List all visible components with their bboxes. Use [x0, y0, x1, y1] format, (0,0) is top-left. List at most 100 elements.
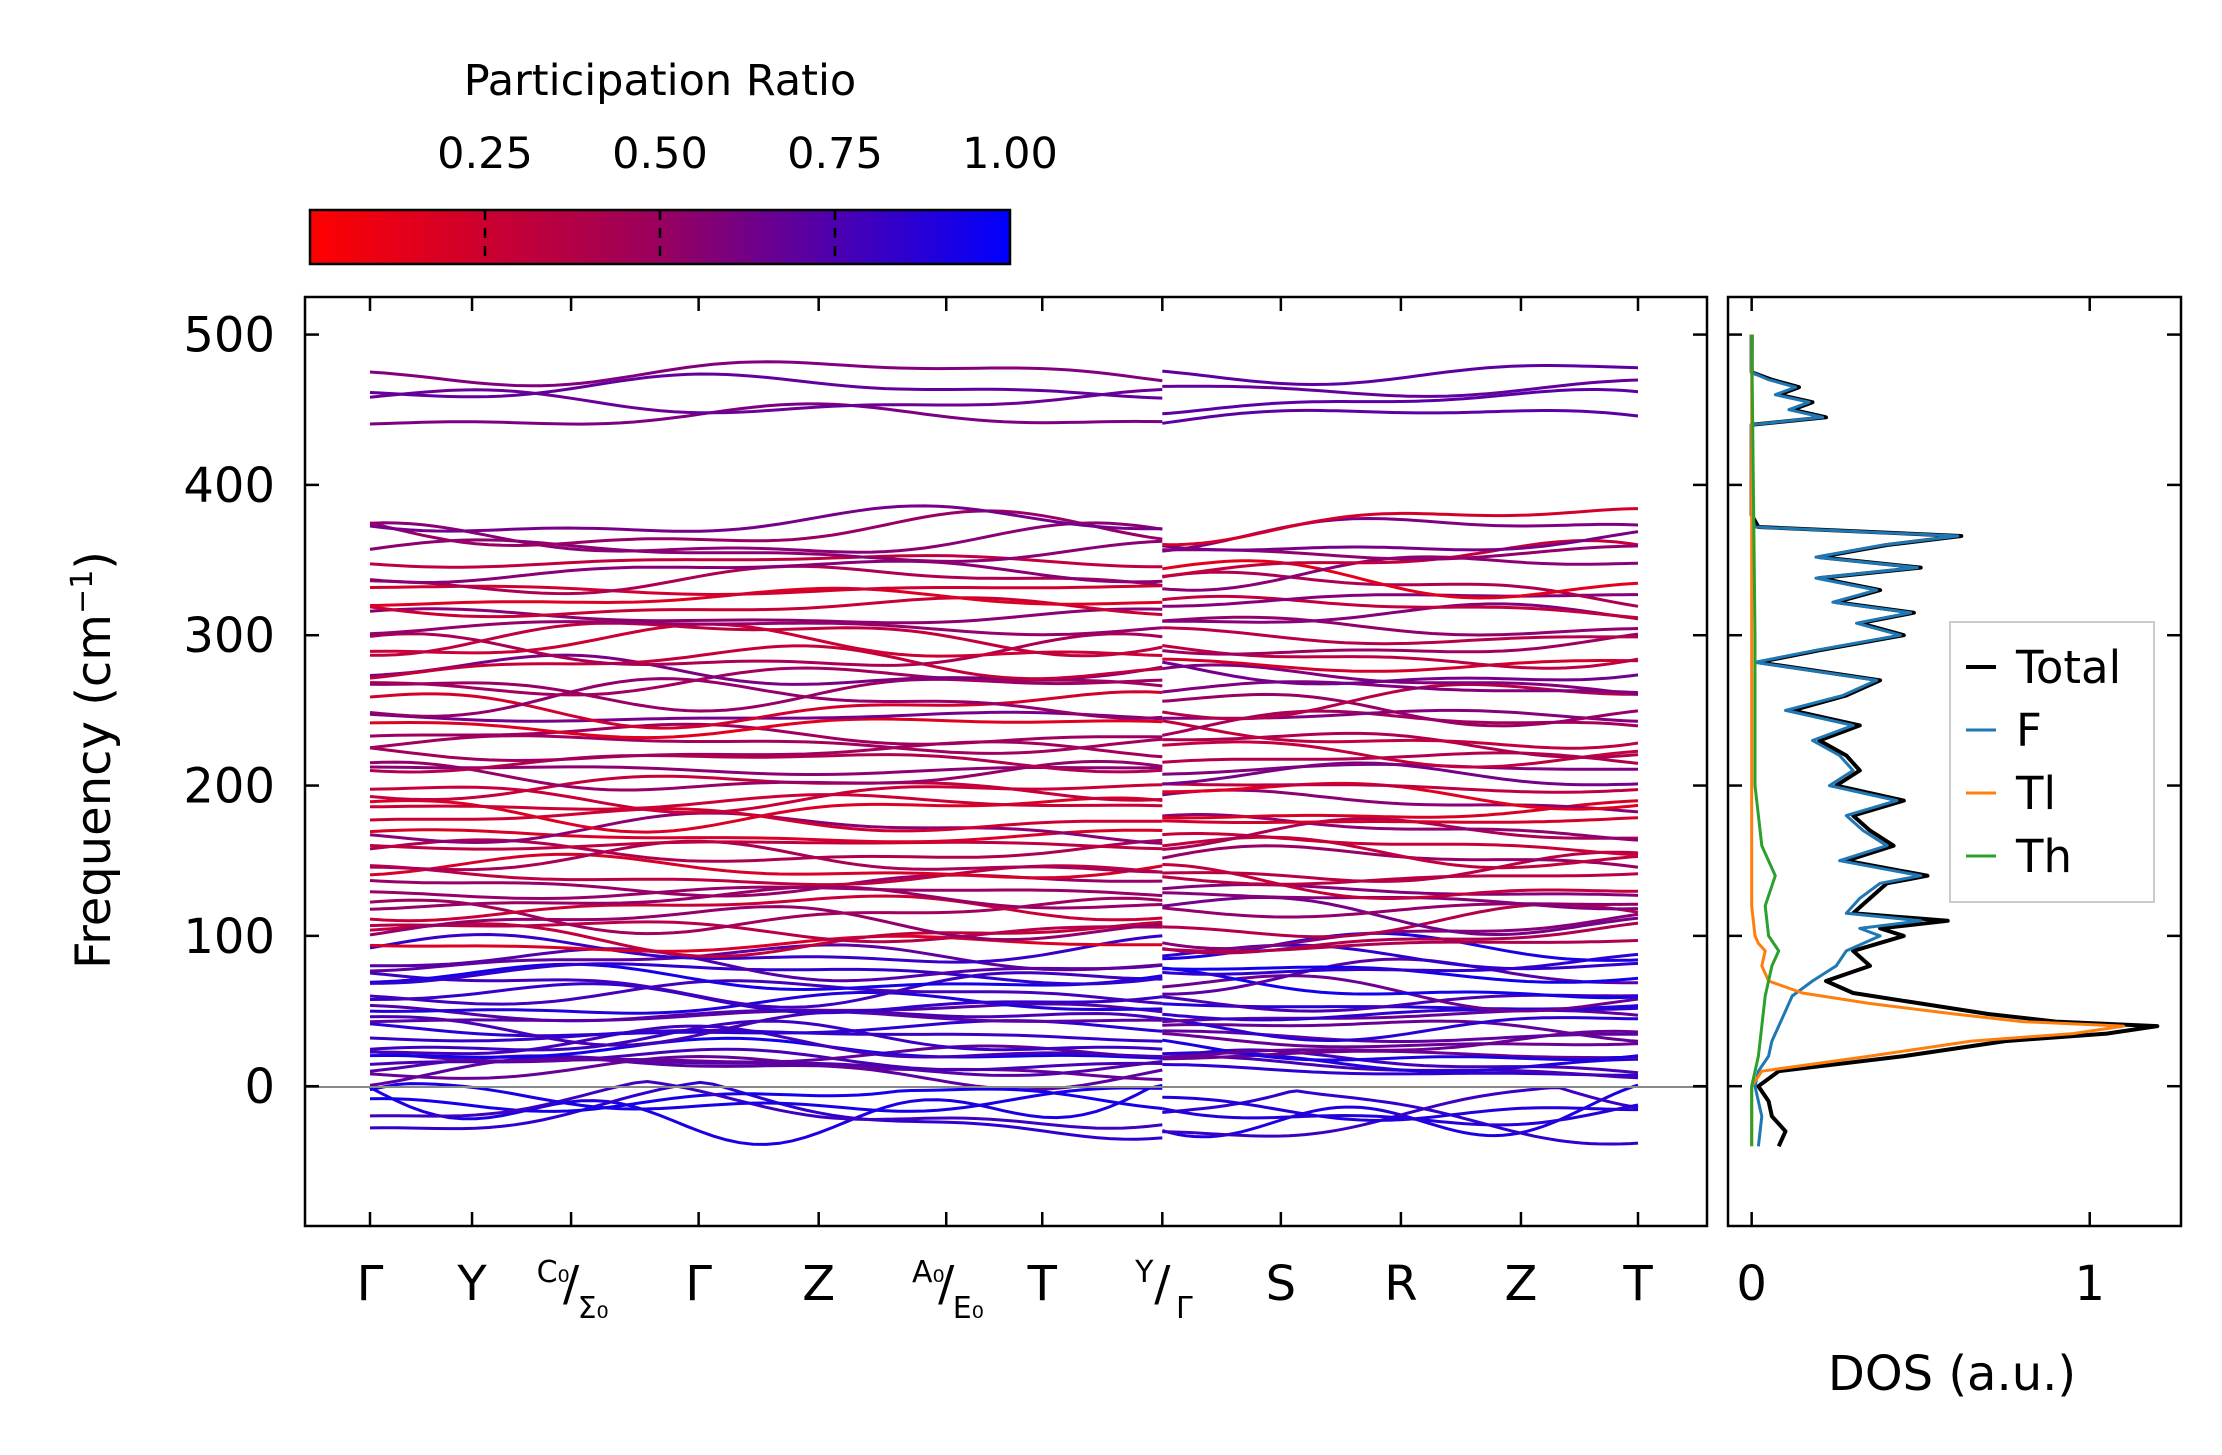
k-point-label-top: C₀: [537, 1255, 570, 1290]
y-tick-label: 100: [183, 909, 275, 965]
phonon-band: [369, 793, 1163, 811]
phonon-band: [369, 596, 1163, 619]
y-axis-label-main: Frequency (cm: [66, 614, 122, 969]
phonon-band: [369, 885, 1163, 901]
phonon-band: [1162, 615, 1639, 637]
y-tick-label: 300: [183, 608, 275, 664]
phonon-band: [369, 1002, 1163, 1023]
phonon-band: [369, 722, 1163, 746]
phonon-band: [369, 586, 1163, 607]
phonon-band: [1162, 762, 1638, 776]
phonon-band: [369, 584, 1163, 597]
phonon-band: [1162, 632, 1639, 656]
phonon-band: [369, 962, 1163, 986]
phonon-band: [1162, 378, 1639, 398]
y-tick-label: 400: [183, 458, 275, 514]
y-tick-label: 200: [183, 759, 275, 815]
phonon-band: [1162, 364, 1639, 387]
phonon-band: [1162, 663, 1639, 696]
phonon-band: [369, 1054, 1163, 1081]
colorbar-tick-label: 0.75: [787, 129, 883, 179]
dos-curve-tl: [1750, 334, 2125, 1147]
k-point-label-bottom: E₀: [953, 1291, 984, 1326]
dos-x-axis-label: DOS (a.u.): [1828, 1346, 2076, 1402]
phonon-band: [1162, 872, 1639, 886]
phonon-band: [369, 521, 1163, 554]
phonon-band: [1162, 530, 1639, 552]
phonon-band: [369, 979, 1163, 1006]
phonon-band: [369, 632, 1163, 667]
phonon-band: [369, 962, 1163, 992]
phonon-band: [369, 690, 1163, 730]
phonon-band: [1162, 902, 1639, 919]
phonon-band: [369, 932, 1163, 964]
phonon-band: [1162, 1031, 1639, 1049]
y-axis-ticks: 500 400 300 200 100 0: [183, 308, 1707, 1115]
phonon-band: [369, 934, 1163, 953]
phonon-band: [1162, 816, 1639, 824]
phonon-band: [369, 982, 1163, 1015]
y-tick-label: 500: [183, 308, 275, 364]
phonon-band: [1162, 912, 1639, 951]
phonon-band: [369, 1044, 1163, 1064]
acoustic-band: [369, 1087, 1163, 1113]
phonon-band: [369, 759, 1163, 792]
phonon-band: [1162, 388, 1639, 416]
phonon-band: [1162, 966, 1639, 1000]
phonon-band: [1162, 593, 1638, 608]
phonon-band: [1162, 1019, 1639, 1043]
y-axis-label-close: ): [66, 551, 122, 570]
phonon-band: [1162, 602, 1639, 624]
phonon-band: [1162, 626, 1638, 646]
phonon-band: [1162, 850, 1639, 883]
phonon-band: [1162, 507, 1639, 547]
colorbar-ticks: 0.25 0.50 0.75 1.00: [437, 129, 1058, 264]
dos-curve-th: [1750, 334, 1781, 1147]
phonon-band: [369, 388, 1163, 415]
phonon-band: [369, 991, 1163, 1015]
band-lines: [369, 360, 1639, 1146]
phonon-band: [1162, 594, 1639, 620]
phonon-band: [1162, 782, 1639, 794]
phonon-band: [369, 620, 1163, 637]
phonon-band: [369, 920, 1163, 944]
phonon-band: [369, 504, 1163, 533]
phonon-band: [369, 372, 1163, 400]
phonon-band: [1162, 1016, 1639, 1042]
phonon-band: [1162, 408, 1639, 425]
main-axes-frame: [303, 295, 1709, 1228]
phonon-band: [1162, 559, 1639, 600]
legend-label: F: [2016, 704, 2042, 757]
k-point-label-slash: /: [938, 1256, 955, 1312]
acoustic-band: [1162, 1103, 1639, 1127]
k-point-label-slash: /: [563, 1256, 580, 1312]
colorbar-title: Participation Ratio: [464, 56, 857, 106]
phonon-band: [369, 852, 1163, 880]
phonon-band: [369, 765, 1163, 776]
colorbar-tick-label: 0.25: [437, 129, 533, 179]
phonon-band: [369, 920, 1163, 959]
acoustic-band: [1161, 1083, 1639, 1139]
phonon-band: [369, 607, 1163, 625]
acoustic-band: [1162, 1095, 1638, 1122]
phonon-band: [369, 644, 1163, 681]
y-tick-label: 0: [244, 1059, 275, 1115]
dos-x-tick-label: 1: [2074, 1256, 2105, 1312]
y-axis-label: Frequency (cm−1): [65, 551, 122, 969]
colorbar-tick-label: 1.00: [962, 129, 1058, 179]
legend-label: Th: [2015, 830, 2072, 883]
colorbar-tick-label: 0.50: [612, 129, 708, 179]
k-path-ticks: Γ Y C₀/Σ₀ Γ Z A₀/E₀ T Y / Γ S R Z T: [357, 297, 1653, 1326]
k-point-label: Γ: [357, 1256, 384, 1312]
y-axis-label-sup: −1: [65, 570, 100, 614]
phonon-band: [1162, 835, 1639, 870]
k-point-label: Y: [456, 1256, 487, 1312]
phonon-band: [369, 896, 1163, 936]
phonon-band: [1162, 921, 1639, 955]
k-point-label: T: [1622, 1256, 1653, 1312]
phonon-band: [369, 753, 1163, 774]
phonon-band: [369, 943, 1163, 973]
